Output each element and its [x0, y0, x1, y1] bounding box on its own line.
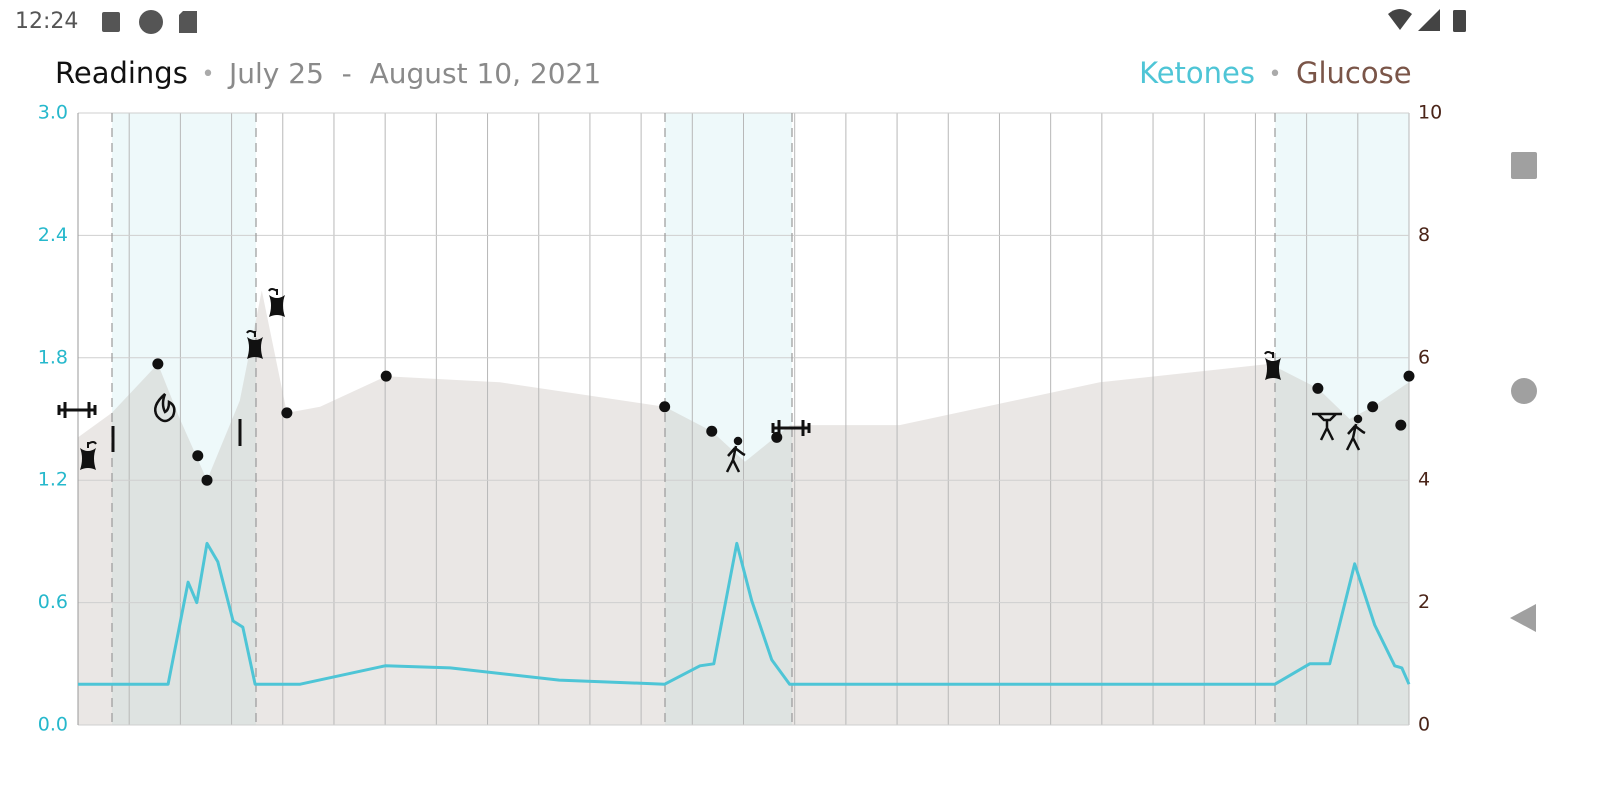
event-icons: [57, 288, 1366, 473]
battery-icon: [1453, 10, 1466, 32]
nav-back[interactable]: [1510, 604, 1536, 632]
glucose-reading: [1367, 401, 1379, 413]
wifi-icon: [1388, 9, 1412, 30]
food-icon: [246, 330, 263, 359]
y2-tick-label: 8: [1418, 224, 1430, 246]
glucose-reading: [281, 407, 293, 419]
signal-icon: [1418, 9, 1440, 31]
glucose-reading: [1403, 370, 1415, 382]
food-icon: [268, 288, 285, 317]
y-tick-label: 0.6: [38, 591, 68, 613]
glucose-reading: [201, 474, 213, 486]
highlight-band: [1275, 113, 1409, 725]
date-range: July 25 - August 10, 2021: [227, 57, 601, 90]
glucose-reading: [1395, 419, 1407, 431]
chart-title: Readings: [55, 56, 188, 90]
nav-recents[interactable]: [1511, 152, 1537, 179]
glucose-reading: [1312, 382, 1324, 394]
exercise-icon: [57, 402, 97, 418]
y2-tick-label: 0: [1418, 714, 1430, 736]
y-tick-label: 0.0: [38, 714, 68, 736]
y-tick-label: 1.8: [38, 346, 68, 368]
legend-entry[interactable]: Ketones: [1139, 56, 1255, 90]
legend-entry: Glucose: [1296, 56, 1412, 90]
highlight-band: [665, 113, 792, 725]
glucose-reading: [706, 425, 718, 437]
glucose-reading: [380, 370, 392, 382]
glucose-reading: [152, 358, 164, 370]
nav-home[interactable]: [1511, 378, 1537, 404]
lift-icon: [1312, 412, 1342, 441]
food-icon: [80, 441, 97, 470]
overlay: [78, 113, 1415, 725]
status-time: 12:24: [15, 9, 78, 34]
walk-icon: [725, 436, 746, 473]
y2-tick-label: 10: [1418, 102, 1442, 124]
fire-icon: [154, 393, 176, 423]
status-icon: [102, 12, 120, 32]
status-icon: [179, 11, 197, 33]
glucose-reading: [192, 450, 204, 462]
separator: •: [1269, 62, 1282, 87]
status-icon: [139, 10, 163, 34]
separator: •: [202, 62, 215, 87]
ketone-line: [78, 541, 1411, 686]
glucose-reading: [659, 401, 671, 413]
glucose-reading: [771, 431, 783, 443]
exercise-icon: [771, 420, 811, 436]
y-tick-label: 3.0: [38, 102, 68, 124]
y-tick-label: 2.4: [38, 224, 68, 246]
food-icon: [1264, 351, 1281, 380]
walk-icon: [1345, 414, 1366, 451]
y2-tick-label: 4: [1418, 469, 1430, 491]
plot-area: [77, 112, 1410, 726]
y2-tick-label: 6: [1418, 346, 1430, 368]
y2-tick-label: 2: [1418, 591, 1430, 613]
y-tick-label: 1.2: [38, 469, 68, 491]
